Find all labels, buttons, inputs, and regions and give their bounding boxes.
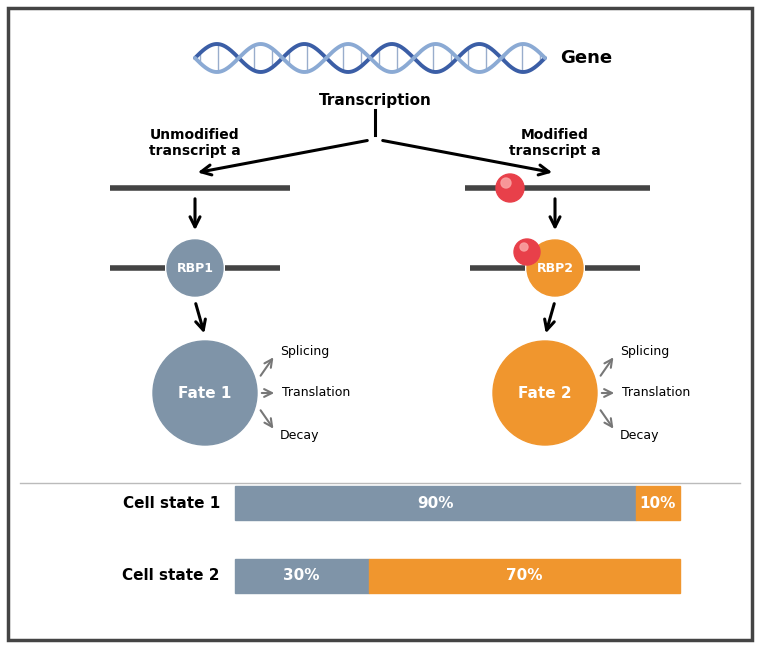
- Text: 10%: 10%: [640, 496, 676, 511]
- Text: Decay: Decay: [620, 428, 660, 441]
- Text: 70%: 70%: [506, 568, 543, 583]
- Bar: [635, 486, 680, 520]
- Text: 90%: 90%: [417, 496, 454, 511]
- Circle shape: [520, 243, 528, 251]
- Bar: [235, 559, 369, 593]
- Text: Modified
transcript a: Modified transcript a: [509, 128, 601, 158]
- Text: Unmodified
transcript a: Unmodified transcript a: [149, 128, 241, 158]
- Bar: [235, 486, 635, 520]
- Circle shape: [493, 341, 597, 445]
- Circle shape: [501, 178, 511, 188]
- Text: Decay: Decay: [280, 428, 319, 441]
- Text: 30%: 30%: [283, 568, 320, 583]
- Bar: [369, 559, 680, 593]
- Text: Splicing: Splicing: [280, 345, 329, 358]
- Text: Cell state 2: Cell state 2: [122, 568, 220, 583]
- Circle shape: [496, 174, 524, 202]
- Text: Splicing: Splicing: [620, 345, 670, 358]
- Circle shape: [153, 341, 257, 445]
- Text: RBP1: RBP1: [176, 262, 214, 275]
- Text: Transcription: Transcription: [318, 93, 432, 108]
- Circle shape: [514, 239, 540, 265]
- Text: Translation: Translation: [622, 386, 690, 400]
- Circle shape: [167, 240, 223, 296]
- Text: Fate 2: Fate 2: [518, 386, 572, 400]
- Circle shape: [527, 240, 583, 296]
- Text: Fate 1: Fate 1: [179, 386, 232, 400]
- Text: RBP2: RBP2: [537, 262, 574, 275]
- FancyBboxPatch shape: [8, 8, 752, 640]
- Text: Translation: Translation: [282, 386, 350, 400]
- Text: Cell state 1: Cell state 1: [123, 496, 220, 511]
- Text: Gene: Gene: [560, 49, 612, 67]
